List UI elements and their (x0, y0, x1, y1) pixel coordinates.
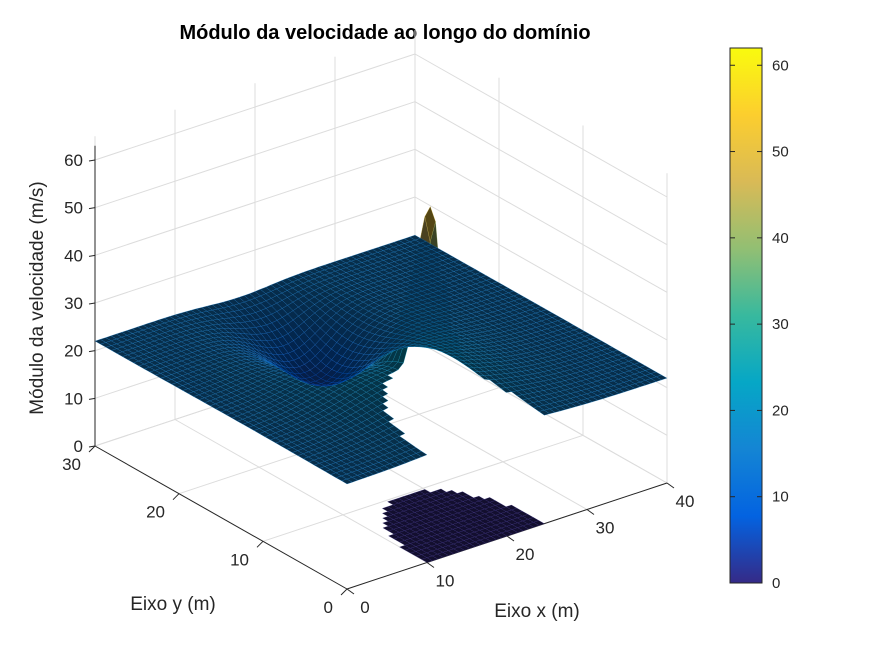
grid-line (94, 53, 416, 161)
x-tick-mark (426, 562, 435, 568)
z-tick-label: 30 (64, 294, 83, 313)
y-tick-label: 20 (146, 503, 165, 522)
x-tick-mark (586, 509, 595, 515)
x-tick-label: 40 (676, 492, 695, 511)
chart-title: Módulo da velocidade ao longo do domínio (179, 22, 590, 44)
y-axis-label: Eixo y (m) (130, 594, 216, 615)
grid-line (94, 148, 416, 256)
z-axis-ticks: 0 10 20 30 40 50 60 (64, 151, 96, 456)
x-tick-mark (346, 588, 355, 595)
z-tick-label: 20 (64, 342, 83, 361)
z-tick-mark (88, 254, 96, 257)
z-tick-label: 60 (64, 151, 83, 170)
colorbar-tick-label: 50 (772, 144, 789, 161)
colorbar-tick-label: 60 (772, 57, 789, 74)
surface-patch (456, 491, 469, 497)
z-tick-label: 50 (64, 199, 83, 218)
grid-line (94, 101, 416, 209)
colorbar (729, 47, 763, 584)
velocity-surface (94, 206, 668, 563)
x-axis-label: Eixo x (m) (494, 601, 580, 622)
y-tick-label: 0 (324, 598, 333, 617)
y-tick-label: 10 (230, 550, 249, 569)
grid-line (414, 53, 668, 198)
grid-line (174, 419, 428, 563)
surface-patch (445, 490, 458, 496)
grid-line (414, 148, 668, 293)
surface-patch (505, 504, 518, 511)
x-axis-ticks: 0 10 20 30 40 (346, 482, 695, 617)
surface-patch (435, 488, 447, 495)
grid-line (94, 196, 416, 304)
x-tick-label: 30 (596, 519, 615, 538)
x-tick-label: 20 (516, 545, 535, 564)
surface-patch (419, 489, 431, 495)
grid-line (414, 196, 668, 341)
surface-patch (473, 495, 485, 502)
z-tick-label: 10 (64, 389, 83, 408)
grid-line (262, 434, 584, 542)
z-tick-mark (88, 159, 96, 162)
z-tick-mark (88, 207, 96, 210)
z-tick-mark (88, 397, 96, 400)
z-axis-label: Módulo da velocidade (m/s) (27, 181, 48, 414)
x-tick-label: 10 (436, 572, 455, 591)
z-tick-mark (88, 302, 96, 305)
colorbar-tick-label: 20 (772, 402, 789, 419)
y-tick-mark (256, 540, 264, 548)
z-tick-label: 40 (64, 246, 83, 265)
colorbar-tick-label: 0 (772, 575, 780, 592)
y-axis-line (94, 445, 348, 590)
colorbar-tick-label: 10 (772, 489, 789, 506)
colorbar-ticks: 0 10 20 30 40 50 60 (730, 57, 789, 592)
z-tick-label: 0 (74, 437, 83, 456)
y-axis-ticks: 0 10 20 30 (62, 445, 348, 617)
colorbar-tick-label: 40 (772, 230, 789, 247)
grid-line (414, 101, 668, 246)
y-tick-label: 30 (62, 455, 81, 474)
x-tick-mark (506, 535, 515, 542)
surface-patch (483, 497, 496, 503)
colorbar-tick-label: 30 (772, 316, 789, 333)
x-tick-label: 0 (360, 598, 369, 617)
y-tick-mark (172, 493, 180, 501)
x-tick-mark (666, 482, 675, 489)
y-tick-mark (88, 445, 96, 453)
z-tick-mark (88, 445, 96, 448)
surface-patch (409, 234, 421, 241)
z-tick-mark (88, 350, 96, 353)
y-tick-mark (340, 588, 348, 596)
